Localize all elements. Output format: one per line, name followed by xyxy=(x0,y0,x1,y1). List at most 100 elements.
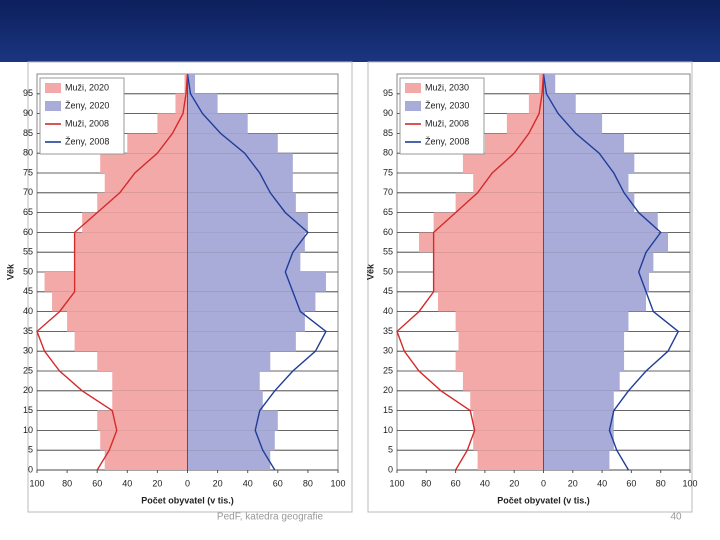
bar xyxy=(543,331,625,352)
bar xyxy=(470,390,544,411)
y-tick-label: 40 xyxy=(23,306,33,316)
bar xyxy=(484,133,544,154)
x-tick-label: 80 xyxy=(656,478,666,488)
bar xyxy=(433,252,544,272)
bar xyxy=(97,192,188,213)
bar xyxy=(539,74,544,94)
y-tick-label: 0 xyxy=(388,464,393,474)
bar xyxy=(438,291,544,312)
x-tick-label: 80 xyxy=(421,478,431,488)
x-tick-label: 40 xyxy=(480,478,490,488)
x-tick-label: 40 xyxy=(122,478,132,488)
bar xyxy=(506,113,544,134)
bar xyxy=(127,133,188,154)
bar xyxy=(433,272,544,292)
x-tick-label: 60 xyxy=(273,478,283,488)
y-tick-label: 75 xyxy=(383,167,393,177)
bar xyxy=(187,311,305,332)
bar xyxy=(543,430,614,451)
bar xyxy=(543,173,629,193)
bar xyxy=(187,93,218,114)
bar xyxy=(458,331,544,352)
y-tick-label: 10 xyxy=(23,425,33,435)
y-tick-label: 60 xyxy=(383,227,393,237)
y-tick-label: 70 xyxy=(383,187,393,197)
bar xyxy=(104,173,188,193)
x-tick-label: 100 xyxy=(330,478,345,488)
page-number: 40 xyxy=(670,512,682,523)
x-tick-label: 20 xyxy=(152,478,162,488)
bar xyxy=(543,410,614,431)
bar xyxy=(187,430,275,451)
y-tick-label: 80 xyxy=(23,148,33,158)
bar xyxy=(455,351,544,371)
bar xyxy=(543,351,625,371)
bar xyxy=(187,410,278,431)
x-axis-title: Počet obyvatel (v tis.) xyxy=(497,495,590,505)
bar xyxy=(104,450,188,470)
bar xyxy=(455,192,544,213)
bar xyxy=(473,410,544,431)
bar xyxy=(44,272,188,292)
bar xyxy=(187,272,326,292)
bar xyxy=(187,252,301,272)
legend-label: Muži, 2008 xyxy=(65,118,109,128)
y-tick-label: 30 xyxy=(383,346,393,356)
line-series xyxy=(542,73,680,471)
panel-frame xyxy=(27,61,353,513)
legend-swatch xyxy=(405,101,421,111)
bar xyxy=(543,192,635,213)
bar xyxy=(74,232,188,253)
y-tick-label: 35 xyxy=(23,326,33,336)
legend-label: Ženy, 2008 xyxy=(65,136,109,146)
bar xyxy=(157,113,188,134)
x-tick-label: 80 xyxy=(303,478,313,488)
line-series xyxy=(36,73,189,471)
panel-frame xyxy=(367,61,693,513)
x-tick-label: 0 xyxy=(185,478,190,488)
y-tick-label: 20 xyxy=(383,385,393,395)
y-tick-label: 25 xyxy=(383,365,393,375)
bar xyxy=(187,331,296,352)
bar xyxy=(543,153,635,173)
bar xyxy=(543,74,556,94)
y-tick-label: 90 xyxy=(383,108,393,118)
line-series xyxy=(186,73,327,471)
line-series xyxy=(396,73,545,471)
x-axis-title: Počet obyvatel (v tis.) xyxy=(141,495,234,505)
bar xyxy=(473,173,544,193)
bar xyxy=(187,291,316,312)
y-tick-label: 5 xyxy=(388,445,393,455)
y-tick-label: 15 xyxy=(383,405,393,415)
bar xyxy=(543,212,658,233)
bar xyxy=(462,371,544,391)
bar xyxy=(543,272,649,292)
bar xyxy=(543,133,625,154)
y-tick-label: 95 xyxy=(383,88,393,98)
y-tick-label: 55 xyxy=(383,247,393,257)
y-tick-label: 20 xyxy=(23,385,33,395)
bar xyxy=(543,93,576,114)
bar xyxy=(175,93,188,114)
bar xyxy=(74,252,188,272)
legend-label: Ženy, 2030 xyxy=(425,100,469,110)
bar xyxy=(187,390,263,411)
bar xyxy=(543,113,603,134)
y-tick-label: 40 xyxy=(383,306,393,316)
y-tick-label: 55 xyxy=(23,247,33,257)
header-bar xyxy=(0,0,720,62)
x-tick-label: 60 xyxy=(626,478,636,488)
y-tick-label: 5 xyxy=(28,445,33,455)
bar xyxy=(187,192,296,213)
bar xyxy=(543,390,614,411)
y-tick-label: 15 xyxy=(23,405,33,415)
legend-swatch xyxy=(45,101,61,111)
y-axis-title: Věk xyxy=(5,263,15,280)
bar xyxy=(187,371,260,391)
legend-label: Ženy, 2020 xyxy=(65,100,109,110)
x-tick-label: 40 xyxy=(243,478,253,488)
bar xyxy=(82,212,188,233)
legend-label: Muži, 2030 xyxy=(425,82,469,92)
bar xyxy=(543,371,620,391)
x-tick-label: 0 xyxy=(541,478,546,488)
